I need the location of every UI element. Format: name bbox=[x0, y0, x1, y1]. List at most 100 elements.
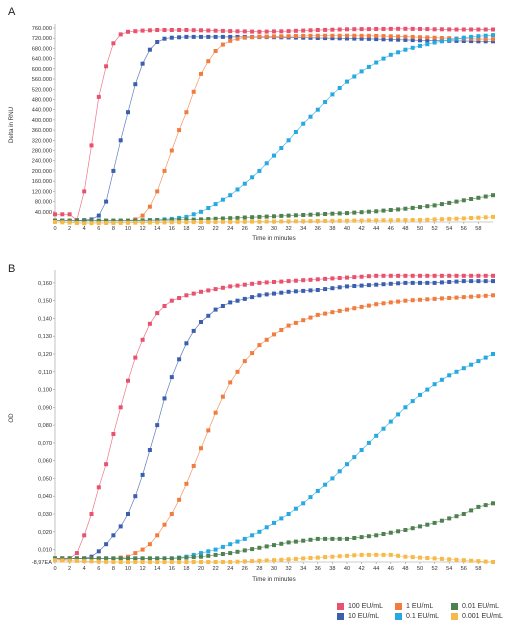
data-point bbox=[308, 277, 313, 282]
data-point bbox=[235, 298, 240, 303]
data-point bbox=[250, 35, 255, 40]
data-point bbox=[425, 556, 430, 560]
data-point bbox=[447, 296, 452, 300]
data-point bbox=[286, 29, 291, 34]
data-point bbox=[140, 472, 145, 477]
panel-letter: B bbox=[8, 263, 15, 275]
legend: 100 EU/mL 1 EU/mL 0.01 EU/mL 10 EU/mL 0.1 EU… bbox=[337, 603, 507, 620]
data-point bbox=[330, 211, 335, 216]
series-line bbox=[55, 35, 494, 222]
data-point bbox=[206, 217, 211, 222]
x-tick-label: 0 bbox=[53, 226, 56, 232]
data-point bbox=[286, 213, 291, 218]
y-tick-label: 200.000 bbox=[32, 169, 52, 175]
data-point bbox=[199, 446, 203, 451]
legend-item: 100 EU/mL bbox=[337, 603, 395, 610]
data-point bbox=[177, 28, 182, 32]
x-tick-label: 42 bbox=[358, 566, 364, 572]
data-point bbox=[133, 82, 138, 87]
data-point bbox=[359, 69, 364, 74]
data-point bbox=[345, 284, 349, 289]
data-point bbox=[279, 328, 284, 332]
data-point bbox=[491, 27, 495, 32]
data-point bbox=[447, 280, 452, 284]
data-point bbox=[359, 33, 364, 38]
data-point bbox=[403, 34, 408, 39]
data-point bbox=[67, 556, 72, 561]
data-point bbox=[352, 284, 357, 288]
data-point bbox=[381, 532, 386, 536]
data-point bbox=[454, 38, 459, 43]
data-point bbox=[396, 553, 401, 558]
series-line bbox=[55, 34, 494, 222]
data-point bbox=[162, 218, 167, 223]
data-point bbox=[169, 298, 174, 303]
data-point bbox=[228, 542, 233, 547]
legend-item: 0.1 EU/mL bbox=[395, 613, 451, 620]
data-point bbox=[279, 213, 284, 218]
data-point bbox=[184, 341, 189, 346]
data-point bbox=[425, 273, 430, 278]
x-tick-label: 48 bbox=[402, 566, 408, 572]
data-point bbox=[374, 209, 379, 214]
data-point bbox=[469, 273, 474, 278]
data-point bbox=[483, 503, 488, 508]
x-tick-label: 18 bbox=[183, 226, 189, 232]
data-point bbox=[418, 524, 422, 529]
data-point bbox=[242, 181, 247, 186]
data-point bbox=[454, 27, 459, 32]
data-point bbox=[118, 218, 123, 223]
data-point bbox=[403, 26, 408, 31]
data-point bbox=[410, 280, 415, 285]
data-point bbox=[169, 560, 174, 564]
data-point bbox=[272, 153, 276, 158]
data-point bbox=[74, 551, 79, 556]
data-point bbox=[454, 279, 459, 284]
data-point bbox=[220, 552, 225, 556]
x-tick-label: 24 bbox=[227, 566, 233, 572]
data-point bbox=[228, 29, 233, 34]
legend-item: 10 EU/mL bbox=[337, 613, 395, 620]
data-point bbox=[374, 37, 379, 42]
data-point bbox=[439, 556, 444, 561]
data-point bbox=[293, 539, 298, 544]
y-tick-label: 0,080 bbox=[38, 423, 52, 429]
data-point bbox=[162, 220, 167, 225]
y-tick-label: 0,140 bbox=[38, 316, 52, 322]
data-point bbox=[257, 168, 262, 173]
data-point bbox=[337, 469, 342, 474]
data-point bbox=[308, 315, 313, 320]
data-point bbox=[432, 273, 437, 278]
y-tick-label: 80.000 bbox=[35, 200, 52, 206]
data-point bbox=[403, 528, 408, 532]
data-point bbox=[82, 221, 87, 226]
data-point bbox=[140, 547, 145, 552]
data-point bbox=[330, 218, 335, 223]
data-point bbox=[74, 558, 79, 563]
data-point bbox=[177, 217, 182, 222]
data-point bbox=[345, 462, 349, 467]
data-point bbox=[469, 508, 474, 513]
data-point bbox=[476, 37, 481, 41]
data-point bbox=[169, 556, 174, 561]
series-line bbox=[55, 28, 493, 221]
data-point bbox=[147, 47, 152, 52]
data-point bbox=[272, 29, 276, 34]
data-point bbox=[184, 110, 189, 115]
data-point bbox=[476, 27, 481, 32]
data-point bbox=[213, 410, 218, 415]
data-point bbox=[476, 504, 481, 509]
series-1-eu-ml bbox=[53, 293, 495, 561]
y-tick-label: 0,130 bbox=[38, 334, 52, 340]
data-point bbox=[454, 216, 459, 221]
y-tick-label: 640.000 bbox=[32, 57, 52, 63]
data-point bbox=[184, 555, 189, 560]
data-point bbox=[279, 219, 284, 224]
data-point bbox=[308, 114, 313, 119]
series-0-01-eu-ml bbox=[53, 501, 495, 561]
data-point bbox=[425, 27, 430, 32]
data-point bbox=[213, 216, 218, 221]
data-point bbox=[250, 215, 255, 220]
data-point bbox=[169, 28, 174, 32]
data-point bbox=[461, 295, 466, 300]
